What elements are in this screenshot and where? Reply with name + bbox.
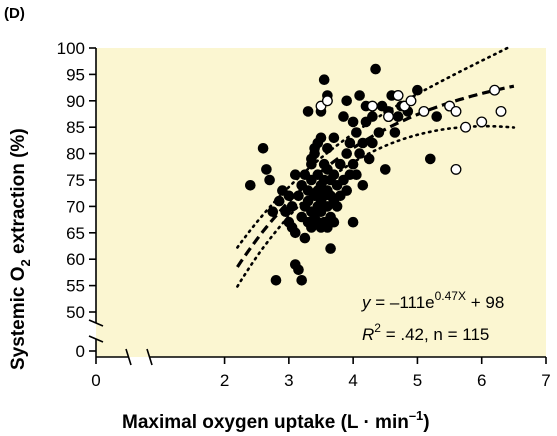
filled-point xyxy=(335,158,346,170)
x-break-mark-1 xyxy=(125,348,132,366)
y-break-mark-1 xyxy=(88,319,104,327)
axes xyxy=(88,47,547,366)
filled-point xyxy=(351,169,362,180)
filled-point xyxy=(341,95,353,107)
open-point xyxy=(392,90,404,101)
filled-point xyxy=(354,90,365,101)
x-tick-label: 2 xyxy=(220,371,229,390)
y-tick-label: 65 xyxy=(66,224,85,243)
open-point xyxy=(321,95,333,107)
filled-point xyxy=(341,148,353,159)
open-point xyxy=(366,100,378,112)
filled-point xyxy=(328,169,340,180)
filled-point xyxy=(331,201,343,212)
y-tick-label: 55 xyxy=(66,277,85,296)
filled-point xyxy=(290,227,301,239)
open-point xyxy=(489,84,501,96)
x-tick-label: 0 xyxy=(91,371,100,390)
y-break-mark-2 xyxy=(88,335,104,343)
open-point xyxy=(405,95,417,107)
filled-point xyxy=(351,127,362,138)
filled-point xyxy=(354,148,365,159)
fit-stats: R2 = .42, n = 115 xyxy=(362,321,489,344)
filled-point xyxy=(389,127,401,138)
filled-point xyxy=(380,164,391,175)
x-tick-label: 7 xyxy=(541,371,550,390)
filled-point xyxy=(370,63,381,75)
filled-point xyxy=(341,185,353,196)
filled-point xyxy=(293,264,304,276)
filled-point xyxy=(267,206,279,217)
filled-point xyxy=(347,158,359,170)
open-point xyxy=(418,105,430,117)
filled-point xyxy=(290,169,301,180)
y-tick-label: 70 xyxy=(66,197,85,216)
filled-point xyxy=(273,195,285,207)
x-tick-label: 5 xyxy=(413,371,422,390)
y-axis-title: Systemic O2 extraction (%) xyxy=(8,128,33,370)
filled-point xyxy=(412,84,423,96)
y-tick-label: 90 xyxy=(66,92,85,111)
x-tick-label: 3 xyxy=(284,371,293,390)
y-tick-label: 80 xyxy=(66,145,85,164)
y-tick-label: 95 xyxy=(66,65,85,84)
filled-point xyxy=(293,190,304,202)
filled-point xyxy=(328,216,340,228)
x-tick-label: 6 xyxy=(477,371,486,390)
filled-point xyxy=(296,275,308,286)
filled-point xyxy=(318,74,330,85)
filled-point xyxy=(270,275,282,286)
y-tick-label: 75 xyxy=(66,171,85,190)
filled-point xyxy=(357,180,369,191)
filled-point xyxy=(431,111,443,122)
filled-point xyxy=(286,201,298,212)
x-break-mark-2 xyxy=(146,348,153,366)
y-tick-label: 0 xyxy=(76,342,85,361)
filled-point xyxy=(347,116,359,128)
filled-point xyxy=(328,132,340,144)
filled-point xyxy=(392,111,404,122)
filled-point xyxy=(261,164,272,175)
open-point xyxy=(495,105,507,117)
filled-point xyxy=(325,243,336,254)
filled-point xyxy=(367,137,378,149)
filled-point xyxy=(322,143,333,154)
x-tick-label: 4 xyxy=(348,371,357,390)
filled-point xyxy=(347,216,359,228)
filled-point xyxy=(344,137,356,149)
y-tick-label: 50 xyxy=(66,303,85,322)
filled-point xyxy=(367,111,378,122)
filled-point xyxy=(373,127,385,138)
open-point xyxy=(476,116,488,128)
filled-point xyxy=(257,143,269,154)
filled-point xyxy=(302,106,314,117)
filled-point xyxy=(338,111,349,122)
filled-point xyxy=(315,132,327,144)
scatter-points xyxy=(245,63,507,286)
y-tick-label: 85 xyxy=(66,118,85,137)
x-axis-title: Maximal oxygen uptake (L · min–1) xyxy=(122,408,430,433)
filled-point xyxy=(425,153,436,165)
y-tick-label: 100 xyxy=(57,39,85,58)
filled-point xyxy=(245,180,256,191)
y-tick-label: 60 xyxy=(66,250,85,269)
open-point xyxy=(450,163,462,175)
panel-label: (D) xyxy=(4,5,25,22)
open-point xyxy=(460,121,472,133)
filled-point xyxy=(283,190,295,202)
tick-labels: 100 95 90 85 80 75 70 65 60 55 50 00 2 3 4 5 6 7 xyxy=(57,39,551,390)
open-point xyxy=(450,105,462,117)
filled-point xyxy=(363,153,375,165)
filled-point xyxy=(264,174,275,186)
filled-point xyxy=(357,137,369,149)
fit-equation: y = –111e0.47X + 98 xyxy=(361,289,504,312)
filled-point xyxy=(299,232,311,244)
open-point xyxy=(383,111,394,123)
